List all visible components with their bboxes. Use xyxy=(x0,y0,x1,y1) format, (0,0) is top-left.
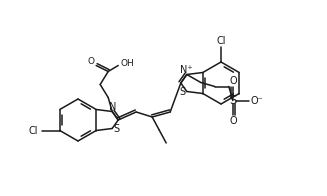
Text: S: S xyxy=(180,86,186,96)
Text: S: S xyxy=(229,94,236,107)
Text: Cl: Cl xyxy=(216,36,226,46)
Text: Cl: Cl xyxy=(28,125,38,135)
Text: O: O xyxy=(88,57,95,66)
Text: OH: OH xyxy=(120,59,134,68)
Text: N: N xyxy=(110,102,117,112)
Text: O: O xyxy=(229,75,237,85)
Text: O: O xyxy=(229,115,237,125)
Text: O⁻: O⁻ xyxy=(250,95,263,105)
Text: S: S xyxy=(113,123,119,133)
Text: N⁺: N⁺ xyxy=(180,64,192,74)
